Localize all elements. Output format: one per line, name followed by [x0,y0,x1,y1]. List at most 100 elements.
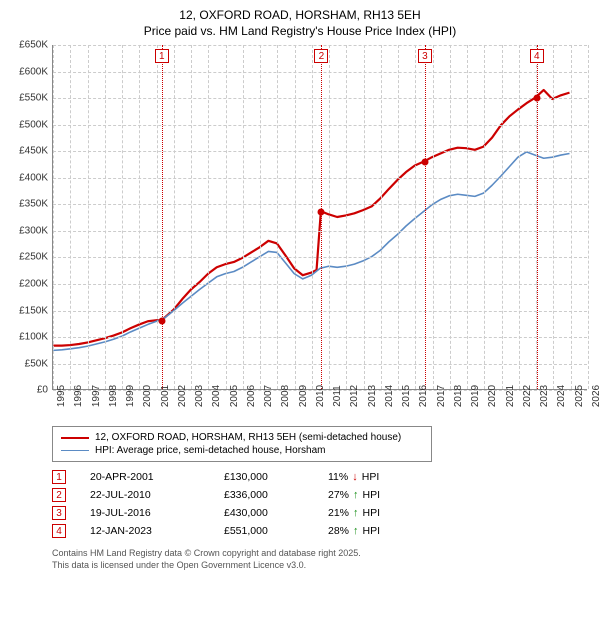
gridline-v [139,45,140,389]
x-tick-label: 2026 [591,385,600,407]
sale-dot [421,158,428,165]
gridline-h [53,125,587,126]
legend-swatch-hpi [61,450,89,451]
y-tick-label: £150K [10,305,48,316]
gridline-v [226,45,227,389]
gridline-v [53,45,54,389]
gridline-h [53,204,587,205]
gridline-v [588,45,589,389]
gridline-h [53,284,587,285]
event-marker: 2 [314,49,328,63]
event-row: 120-APR-2001£130,00011%↓HPI [52,468,590,486]
y-tick-label: £100K [10,332,48,343]
legend-swatch-property [61,437,89,439]
gridline-v [364,45,365,389]
plot-area: 1234 [52,45,587,390]
y-tick-label: £400K [10,172,48,183]
event-row: 4 12-JAN-2023 £551,000 28% ↑ HPI [52,522,590,540]
arrow-up-icon: ↑ [353,489,359,501]
event-date: 12-JAN-2023 [90,525,200,537]
title-line1: 12, OXFORD ROAD, HORSHAM, RH13 5EH [10,8,590,24]
gridline-v [519,45,520,389]
title-line2: Price paid vs. HM Land Registry's House … [10,24,590,40]
event-diff: 11%↓HPI [328,471,379,483]
gridline-h [53,257,587,258]
legend-label-property: 12, OXFORD ROAD, HORSHAM, RH13 5EH (semi… [95,432,401,443]
legend: 12, OXFORD ROAD, HORSHAM, RH13 5EH (semi… [52,426,432,462]
gridline-h [53,178,587,179]
gridline-v [105,45,106,389]
gridline-v [467,45,468,389]
y-tick-label: £650K [10,40,48,51]
gridline-v [88,45,89,389]
gridline-v [70,45,71,389]
gridline-v [415,45,416,389]
gridline-v [157,45,158,389]
event-diff: 27% ↑ HPI [328,489,380,501]
gridline-v [502,45,503,389]
event-diff-pct: 21% [328,507,349,519]
gridline-h [53,337,587,338]
gridline-h [53,311,587,312]
y-tick-label: £600K [10,66,48,77]
arrow-up-icon: ↑ [353,507,359,519]
gridline-h [53,364,587,365]
event-diff-label: HPI [362,471,380,483]
event-diff-pct: 27% [328,489,349,501]
sale-dot [318,208,325,215]
event-marker: 4 [530,49,544,63]
event-diff-pct: 28% [328,525,349,537]
legend-label-hpi: HPI: Average price, semi-detached house,… [95,445,326,456]
arrow-up-icon: ↑ [353,525,359,537]
event-price: £430,000 [224,507,304,519]
y-tick-label: £50K [10,358,48,369]
gridline-h [53,45,587,46]
event-date: 22-JUL-2010 [90,489,200,501]
event-num-box: 1 [52,470,66,484]
footnote-line1: Contains HM Land Registry data © Crown c… [52,548,590,560]
gridline-v [208,45,209,389]
gridline-h [53,151,587,152]
footnote: Contains HM Land Registry data © Crown c… [52,548,590,571]
gridline-v [122,45,123,389]
gridline-v [381,45,382,389]
sale-dot [158,318,165,325]
event-diff-label: HPI [363,489,381,501]
event-line [162,45,163,389]
arrow-down-icon: ↓ [352,471,358,483]
gridline-v [277,45,278,389]
event-diff: 21%↑HPI [328,507,380,519]
y-tick-label: £300K [10,225,48,236]
events-table: 120-APR-2001£130,00011%↓HPI222-JUL-2010£… [52,468,590,540]
chart-title: 12, OXFORD ROAD, HORSHAM, RH13 5EH Price… [10,8,590,39]
gridline-v [260,45,261,389]
y-tick-label: £350K [10,199,48,210]
y-tick-label: £200K [10,279,48,290]
event-price: £551,000 [224,525,304,537]
gridline-v [571,45,572,389]
gridline-v [484,45,485,389]
event-num-box: 2 [52,488,66,502]
event-num-box: 4 [52,524,66,538]
event-row: 319-JUL-2016£430,00021%↑HPI [52,504,590,522]
y-tick-label: £550K [10,93,48,104]
event-price: £336,000 [224,489,304,501]
gridline-h [53,231,587,232]
event-diff-label: HPI [363,525,381,537]
gridline-v [450,45,451,389]
gridline-v [295,45,296,389]
event-diff: 28% ↑ HPI [328,525,380,537]
gridline-v [346,45,347,389]
legend-item-hpi: HPI: Average price, semi-detached house,… [61,444,423,457]
footnote-line2: This data is licensed under the Open Gov… [52,560,590,572]
gridline-v [243,45,244,389]
y-tick-label: £450K [10,146,48,157]
y-tick-label: £500K [10,119,48,130]
gridline-v [191,45,192,389]
event-date: 19-JUL-2016 [90,507,200,519]
legend-item-property: 12, OXFORD ROAD, HORSHAM, RH13 5EH (semi… [61,431,423,444]
sale-dot [533,94,540,101]
event-marker: 3 [418,49,432,63]
y-tick-label: £250K [10,252,48,263]
event-row: 2 22-JUL-2010 £336,000 27% ↑ HPI [52,486,590,504]
